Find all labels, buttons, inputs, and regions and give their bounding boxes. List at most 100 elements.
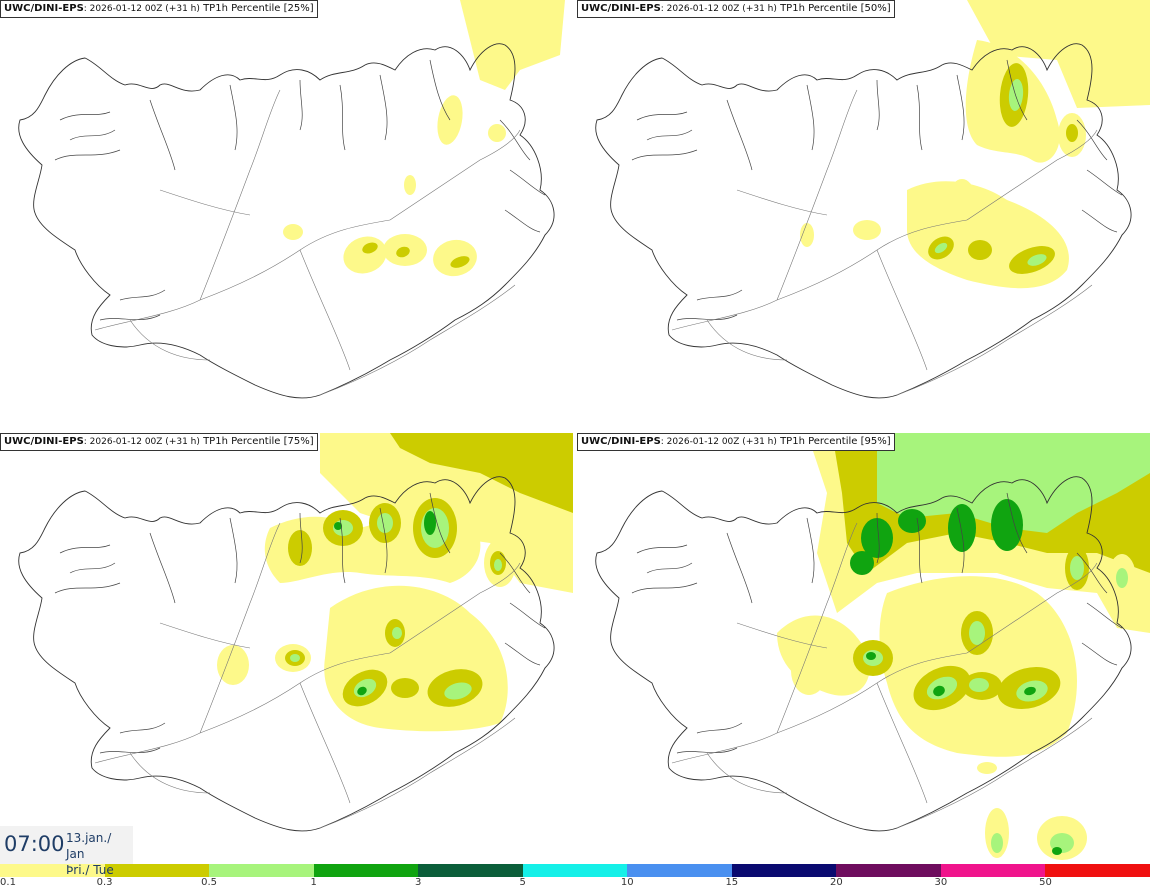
fjord-line: [696, 289, 743, 301]
colorbar-swatch: [731, 864, 837, 877]
colorbar-swatch: [522, 864, 628, 877]
valid-time-clock: 07:00: [4, 832, 65, 856]
fjord-line: [726, 99, 753, 171]
fjord-line: [956, 74, 965, 141]
boundary-line: [671, 652, 968, 764]
precip-area: [444, 682, 472, 700]
colorbar-swatch: [940, 864, 1046, 877]
fjord-line: [69, 129, 116, 141]
fjord-line: [379, 507, 388, 574]
fjord-line: [119, 722, 166, 734]
fjord-line: [339, 84, 346, 151]
boundary-line: [94, 652, 391, 764]
precip-area: [450, 256, 470, 268]
map-panel-p25: UWC/DINI-EPS: 2026-01-12 00Z (+31 h) TP1…: [0, 0, 573, 430]
precip-area: [977, 762, 997, 774]
fjord-line: [54, 149, 121, 161]
fjord-line: [1006, 59, 1028, 121]
fjord-line: [676, 747, 738, 754]
fjord-line: [299, 79, 303, 131]
fjord-line: [956, 507, 965, 574]
fjord-line: [636, 111, 688, 121]
product-name: TP1h Percentile: [199, 436, 284, 447]
colorbar-swatch: [627, 864, 732, 877]
precip-area: [392, 627, 402, 639]
fjord-line: [59, 111, 111, 121]
fjord-line: [876, 512, 880, 564]
fjord-line: [379, 74, 388, 141]
fjord-line: [299, 512, 303, 564]
percentile-label: [25%]: [283, 3, 314, 14]
precip-area: [850, 551, 874, 575]
colorbar-swatch: [836, 864, 941, 877]
colorbar-tick-label: 0.1: [0, 877, 16, 888]
boundary-line: [876, 682, 928, 804]
fjord-line: [499, 552, 531, 594]
precip-area: [877, 433, 1150, 533]
precip-area: [494, 559, 502, 571]
precip-area: [991, 833, 1003, 853]
coastline: [18, 476, 555, 832]
colorbar-tick-label: 10: [620, 877, 634, 888]
precip-colorbar: [0, 864, 1150, 877]
fjord-line: [631, 582, 698, 594]
precip-area: [934, 242, 948, 254]
fjord-line: [504, 642, 541, 666]
map-panel-p95: UWC/DINI-EPS: 2026-01-12 00Z (+31 h) TP1…: [577, 433, 1150, 863]
precip-area: [879, 576, 1077, 757]
fjord-line: [1076, 552, 1108, 594]
fjord-line: [99, 314, 161, 321]
percentile-label: [95%]: [860, 436, 891, 447]
colorbar-swatch: [418, 864, 523, 877]
precip-map-p50: [595, 0, 1150, 399]
precip-area: [948, 504, 976, 552]
model-name: UWC/DINI-EPS: [581, 436, 661, 447]
boundary-line: [776, 89, 858, 301]
fjord-line: [69, 562, 116, 574]
precip-area: [324, 585, 508, 732]
precip-area: [969, 678, 989, 692]
precip-area: [283, 224, 303, 240]
fjord-line: [916, 84, 923, 151]
percentile-label: [50%]: [860, 3, 891, 14]
map-panel-p75: UWC/DINI-EPS: 2026-01-12 00Z (+31 h) TP1…: [0, 433, 573, 863]
boundary-line: [319, 284, 516, 396]
precip-area: [907, 181, 1069, 289]
fjord-line: [636, 544, 688, 554]
boundary-line: [129, 319, 211, 361]
precip-area: [866, 652, 876, 660]
product-name: TP1h Percentile: [776, 3, 861, 14]
precip-area: [991, 499, 1023, 551]
coastline: [18, 43, 555, 399]
precip-area: [362, 242, 378, 254]
boundary-line: [159, 622, 251, 649]
run-info: : 2026-01-12 00Z (+31 h): [660, 437, 777, 447]
precip-area: [391, 678, 419, 698]
precip-area: [377, 513, 393, 533]
precip-area: [1024, 686, 1036, 696]
boundary-line: [389, 562, 521, 654]
precip-area: [861, 518, 893, 558]
fjord-line: [1076, 119, 1108, 161]
colorbar-ticks: 0.1 0.3 0.5 1 3 5 10 15 20 30 50: [0, 877, 1150, 891]
precip-area: [460, 0, 565, 90]
boundary-line: [706, 319, 788, 361]
coastline: [595, 43, 1132, 399]
valid-time-box: 07:00 13.jan./ Jan Þri./ Tue: [0, 826, 133, 877]
boundary-line: [896, 717, 1093, 829]
boundary-line: [199, 522, 281, 734]
fjord-line: [806, 517, 815, 584]
boundary-line: [299, 682, 351, 804]
colorbar-swatch: [104, 864, 210, 877]
precip-map-p25: [18, 0, 565, 399]
fjord-line: [631, 149, 698, 161]
fjord-line: [916, 517, 923, 584]
precip-area: [1116, 568, 1128, 588]
fjord-line: [429, 59, 451, 121]
run-info: : 2026-01-12 00Z (+31 h): [83, 437, 200, 447]
precip-area: [791, 647, 827, 695]
colorbar-tick-label: 3: [414, 877, 422, 888]
fjord-line: [876, 79, 880, 131]
panel-title: UWC/DINI-EPS: 2026-01-12 00Z (+31 h) TP1…: [0, 433, 318, 451]
boundary-line: [776, 522, 858, 734]
